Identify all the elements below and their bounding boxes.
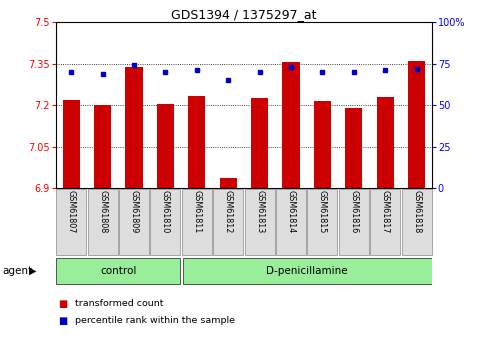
Text: ▶: ▶: [29, 266, 37, 276]
Bar: [188, 96, 205, 188]
FancyBboxPatch shape: [307, 189, 338, 255]
Bar: [94, 105, 111, 188]
Text: GSM61816: GSM61816: [349, 190, 358, 233]
Bar: [220, 178, 237, 188]
FancyBboxPatch shape: [276, 189, 306, 255]
Text: GSM61814: GSM61814: [286, 190, 296, 233]
Text: GSM61810: GSM61810: [161, 190, 170, 233]
Bar: [251, 98, 268, 188]
FancyBboxPatch shape: [56, 189, 86, 255]
Text: D-penicillamine: D-penicillamine: [266, 266, 347, 276]
FancyBboxPatch shape: [87, 189, 118, 255]
Bar: [314, 101, 331, 188]
FancyBboxPatch shape: [183, 258, 432, 284]
FancyBboxPatch shape: [56, 258, 181, 284]
Bar: [408, 61, 425, 188]
Text: GSM61815: GSM61815: [318, 190, 327, 234]
Text: GSM61818: GSM61818: [412, 190, 421, 233]
Text: GSM61813: GSM61813: [255, 190, 264, 233]
Text: GSM61808: GSM61808: [98, 190, 107, 233]
Text: GSM61807: GSM61807: [67, 190, 76, 234]
FancyBboxPatch shape: [182, 189, 212, 255]
Bar: [283, 62, 299, 188]
Text: ■: ■: [58, 316, 67, 326]
Title: GDS1394 / 1375297_at: GDS1394 / 1375297_at: [171, 8, 317, 21]
Text: ■: ■: [58, 299, 67, 308]
FancyBboxPatch shape: [213, 189, 243, 255]
Bar: [126, 67, 142, 188]
Text: transformed count: transformed count: [75, 299, 163, 308]
Bar: [63, 100, 80, 188]
FancyBboxPatch shape: [339, 189, 369, 255]
Text: percentile rank within the sample: percentile rank within the sample: [75, 316, 235, 325]
FancyBboxPatch shape: [370, 189, 400, 255]
Bar: [157, 104, 174, 188]
Text: GSM61809: GSM61809: [129, 190, 139, 234]
Text: GSM61817: GSM61817: [381, 190, 390, 234]
Text: GSM61812: GSM61812: [224, 190, 233, 234]
Text: GSM61811: GSM61811: [192, 190, 201, 233]
FancyBboxPatch shape: [244, 189, 275, 255]
Text: agent: agent: [2, 266, 32, 276]
FancyBboxPatch shape: [150, 189, 181, 255]
Text: control: control: [100, 266, 137, 276]
FancyBboxPatch shape: [401, 189, 432, 255]
FancyBboxPatch shape: [119, 189, 149, 255]
Bar: [377, 97, 394, 188]
Bar: [345, 108, 362, 188]
